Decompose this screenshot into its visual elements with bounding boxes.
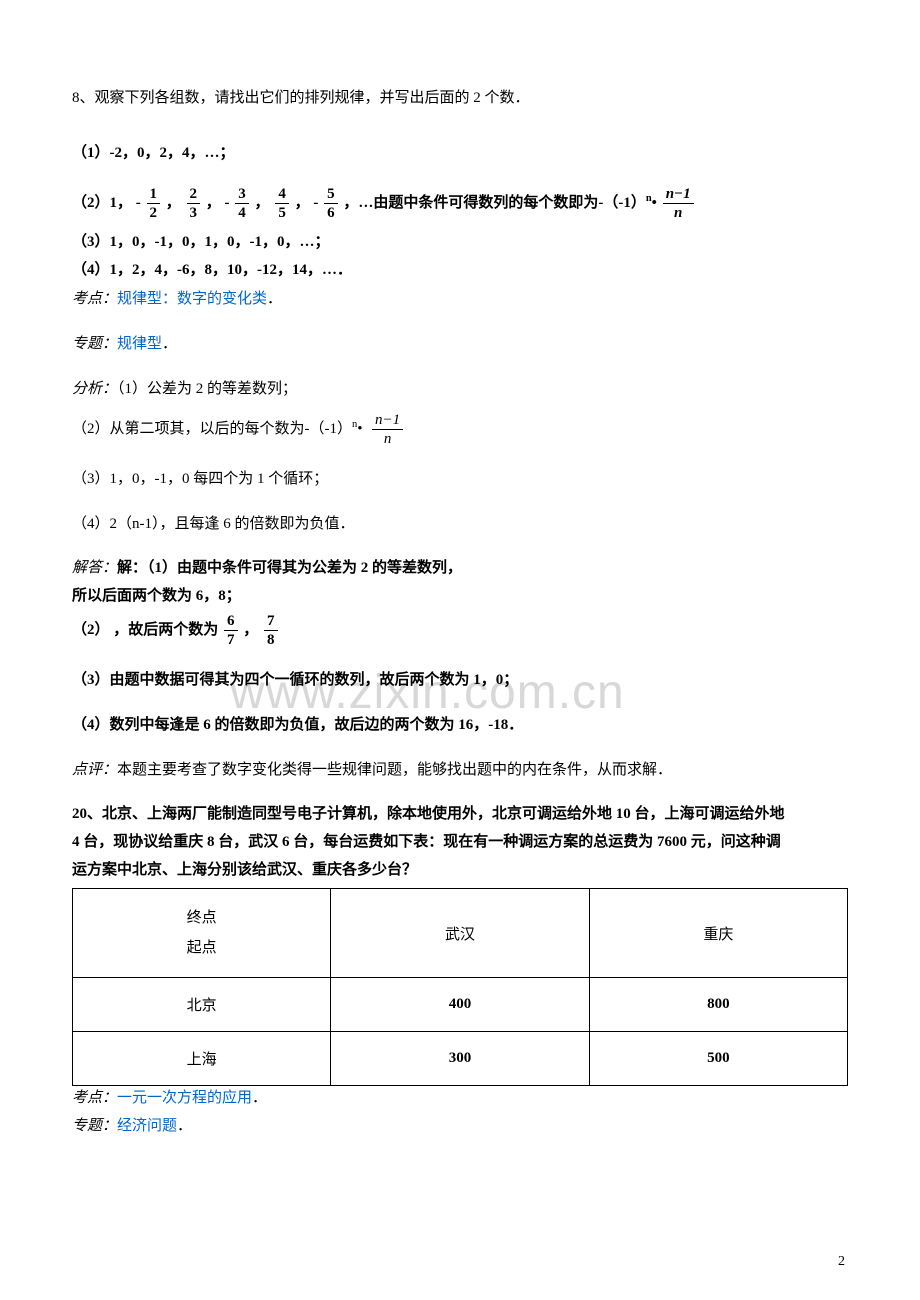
period4: ．: [177, 1118, 192, 1134]
zhuanti-line: 专题：规律型．: [72, 331, 848, 358]
cell-sh-cq: 500: [589, 1032, 847, 1086]
jieda1b: 所以后面两个数为 6，8；: [72, 584, 848, 608]
frac-3-4: 34: [235, 185, 249, 222]
jieda2-prefix: （2） ，故后两个数为: [72, 622, 218, 638]
jieda3: （3）由题中数据可得其为四个一循环的数列，故后两个数为 1，0；: [72, 667, 848, 694]
jieda2-comma: ，: [243, 622, 258, 638]
th-diagonal: 终点 起点: [73, 889, 331, 978]
q20-text1: 20、北京、上海两厂能制造同型号电子计算机，除本地使用外，北京可调运给外地 10…: [72, 802, 848, 826]
fenxi-label: 分析：: [72, 381, 117, 397]
fenxi1-text: （1）公差为 2 的等差数列；: [117, 381, 297, 397]
sep3: ，: [255, 195, 270, 211]
q20-kaodian: 考点：一元一次方程的应用．: [72, 1086, 848, 1110]
q8-intro: 8、观察下列各组数，请找出它们的排列规律，并写出后面的 2 个数．: [72, 85, 848, 112]
sep1: ，: [166, 195, 181, 211]
fenxi2-dot: •: [357, 421, 362, 437]
jieda1a: 解答：解：（1）由题中条件可得其为公差为 2 的等差数列，: [72, 556, 848, 580]
period3: ．: [252, 1090, 267, 1106]
kaodian-link[interactable]: 规律型：数字的变化类: [117, 291, 267, 307]
q20-text3: 运方案中北京、上海分别该给武汉、重庆各多少台？: [72, 858, 848, 882]
row-shanghai-label: 上海: [73, 1032, 331, 1086]
cell-bj-wh: 400: [331, 978, 589, 1032]
period1: ．: [267, 291, 282, 307]
fenxi2-prefix: （2）从第二项其，以后的每个数为-（-1）: [72, 421, 352, 437]
frac-5-6: 56: [324, 185, 338, 222]
table-row: 北京 400 800: [73, 978, 848, 1032]
jieda2: （2） ，故后两个数为 67 ， 78: [72, 612, 848, 649]
frac-n1-n: n−1n: [663, 185, 694, 222]
kaodian-line: 考点：规律型：数字的变化类．: [72, 286, 848, 313]
q8-item4: （4）1，2，4，-6，8，10，-12，14，…．: [72, 258, 848, 282]
q20-zhuanti-link[interactable]: 经济问题: [117, 1118, 177, 1134]
period2: ．: [162, 336, 177, 352]
zhuanti-link[interactable]: 规律型: [117, 336, 162, 352]
fenxi1: 分析：（1）公差为 2 的等差数列；: [72, 376, 848, 403]
th-diag2: 起点: [81, 933, 322, 963]
frac-2-3: 23: [187, 185, 201, 222]
neg2: -: [225, 195, 230, 211]
frac-7-8: 78: [264, 612, 278, 649]
fenxi4: （4）2（n-1），且每逢 6 的倍数即为负值．: [72, 511, 848, 538]
cell-bj-cq: 800: [589, 978, 847, 1032]
q20-kaodian-label: 考点：: [72, 1090, 117, 1106]
q8-item2: （2）1， - 12 ， 23 ， - 34 ， 45 ， - 56 ，…由题中…: [72, 185, 848, 222]
fenxi3: （3）1，0，-1，0 每四个为 1 个循环；: [72, 466, 848, 493]
dianping-label: 点评：: [72, 762, 117, 778]
item2-mid: ，…由题中条件可得数列的每个数即为-（-1）: [343, 195, 646, 211]
frac-1-2: 12: [147, 185, 161, 222]
frac-6-7: 67: [224, 612, 238, 649]
item2-dot: •: [652, 195, 657, 211]
dianping-line: 点评：本题主要考查了数字变化类得一些规律问题，能够找出题中的内在条件，从而求解．: [72, 757, 848, 784]
q20-zhuanti-label: 专题：: [72, 1118, 117, 1134]
neg3: -: [313, 195, 318, 211]
cell-sh-wh: 300: [331, 1032, 589, 1086]
jieda1a-text: 解：（1）由题中条件可得其为公差为 2 的等差数列，: [117, 560, 462, 576]
q8-item3: （3）1，0，-1，0，1，0，-1，0，…；: [72, 230, 848, 254]
q8-item1: （1）-2，0，2，4，…；: [72, 140, 848, 167]
fenxi2-frac: n−1n: [372, 411, 403, 448]
q20-text2: 4 台，现协议给重庆 8 台，武汉 6 台，每台运费如下表：现在有一种调运方案的…: [72, 830, 848, 854]
frac-4-5: 45: [275, 185, 289, 222]
sep2: ，: [206, 195, 221, 211]
page-number: 2: [838, 1254, 845, 1270]
fenxi2: （2）从第二项其，以后的每个数为-（-1）n• n−1n: [72, 411, 848, 448]
th-chongqing: 重庆: [589, 889, 847, 978]
item2-prefix: （2）1，: [72, 195, 132, 211]
freight-table: 终点 起点 武汉 重庆 北京 400 800 上海 300 500: [72, 888, 848, 1086]
kaodian-label: 考点：: [72, 291, 117, 307]
q20-zhuanti: 专题：经济问题．: [72, 1114, 848, 1138]
sep4: ，: [295, 195, 310, 211]
th-wuhan: 武汉: [331, 889, 589, 978]
row-beijing-label: 北京: [73, 978, 331, 1032]
table-row: 上海 300 500: [73, 1032, 848, 1086]
dianping-text: 本题主要考查了数字变化类得一些规律问题，能够找出题中的内在条件，从而求解．: [117, 762, 672, 778]
th-diag1: 终点: [81, 903, 322, 933]
zhuanti-label: 专题：: [72, 336, 117, 352]
jieda-label: 解答：: [72, 560, 117, 576]
table-row: 终点 起点 武汉 重庆: [73, 889, 848, 978]
jieda4: （4）数列中每逢是 6 的倍数即为负值，故后边的两个数为 16，-18．: [72, 712, 848, 739]
neg1: -: [136, 195, 141, 211]
q20-kaodian-link[interactable]: 一元一次方程的应用: [117, 1090, 252, 1106]
